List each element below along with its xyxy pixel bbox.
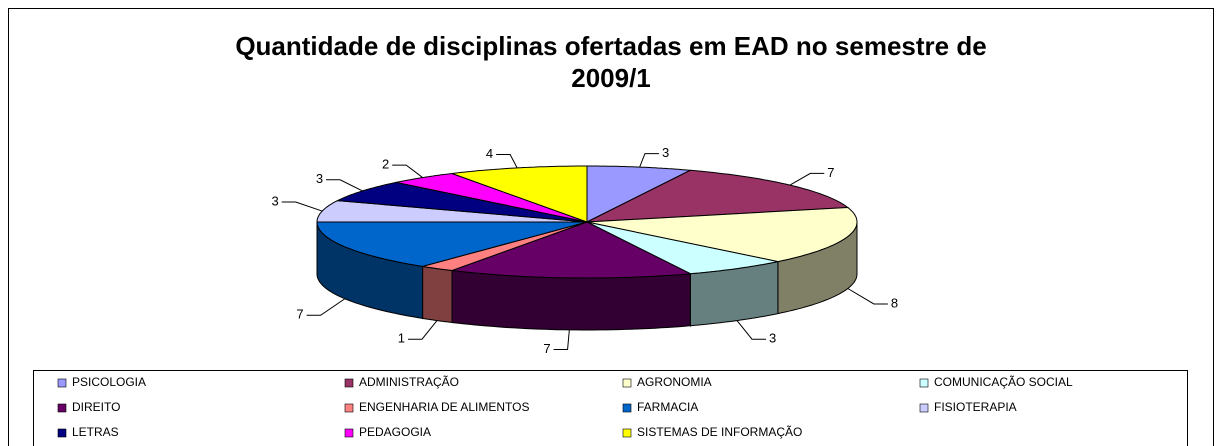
leader-line bbox=[639, 153, 659, 168]
leader-line bbox=[789, 172, 825, 186]
slice bbox=[451, 221, 693, 279]
slice-side bbox=[420, 265, 453, 324]
legend-swatch bbox=[622, 403, 632, 413]
data-label: 7 bbox=[296, 307, 303, 322]
legend-swatch bbox=[919, 378, 929, 388]
data-label: 2 bbox=[382, 157, 389, 172]
legend-swatch bbox=[344, 428, 354, 438]
leader-line bbox=[736, 320, 767, 340]
legend-label: DIREITO bbox=[72, 400, 120, 414]
slice bbox=[335, 181, 588, 223]
slice bbox=[586, 206, 858, 263]
chart-title: Quantidade de disciplinas ofertadas em E… bbox=[235, 31, 987, 93]
legend-swatch bbox=[622, 378, 632, 388]
legend-swatch bbox=[344, 403, 354, 413]
slice bbox=[316, 221, 588, 267]
chart-border bbox=[8, 8, 1214, 446]
leader-line bbox=[847, 288, 888, 305]
data-label: 1 bbox=[398, 331, 405, 346]
slice bbox=[586, 221, 779, 275]
legend-label: PEDAGOGIA bbox=[359, 425, 431, 439]
leader-line bbox=[326, 179, 363, 192]
legend-swatch bbox=[344, 378, 354, 388]
legend-swatch bbox=[57, 378, 67, 388]
legend-swatch bbox=[622, 428, 632, 438]
slice bbox=[586, 165, 693, 223]
data-label: 4 bbox=[486, 146, 493, 161]
data-label: 3 bbox=[662, 145, 669, 160]
legend-label: PSICOLOGIA bbox=[72, 375, 146, 389]
legend-swatch bbox=[57, 403, 67, 413]
leader-line bbox=[496, 153, 518, 169]
data-label: 7 bbox=[827, 165, 834, 180]
slice bbox=[586, 169, 850, 223]
leader-line bbox=[281, 201, 323, 212]
legend-label: FARMACIA bbox=[637, 400, 698, 414]
leader-line bbox=[553, 329, 570, 350]
legend-label: COMUNICAÇÃO SOCIAL bbox=[934, 375, 1073, 389]
data-label: 7 bbox=[543, 341, 550, 356]
leader-line bbox=[392, 164, 423, 178]
data-label: 3 bbox=[316, 171, 323, 186]
legend-label: ENGENHARIA DE ALIMENTOS bbox=[359, 400, 530, 414]
legend-swatch bbox=[919, 403, 929, 413]
legend-label: LETRAS bbox=[72, 425, 119, 439]
data-label: 3 bbox=[271, 193, 278, 208]
data-label: 8 bbox=[891, 295, 898, 310]
leader-line bbox=[407, 320, 438, 340]
legend-label: FISIOTERAPIA bbox=[934, 400, 1017, 414]
slice-side bbox=[451, 269, 691, 331]
slice bbox=[422, 221, 588, 272]
legend-box bbox=[33, 370, 1188, 446]
leader-line bbox=[306, 298, 346, 316]
legend-label: ADMINISTRAÇÃO bbox=[359, 375, 459, 389]
data-label: 3 bbox=[769, 331, 776, 346]
legend-label: SISTEMAS DE INFORMAÇÃO bbox=[637, 425, 802, 439]
legend-swatch bbox=[57, 428, 67, 438]
legend-label: AGRONOMIA bbox=[637, 375, 712, 389]
